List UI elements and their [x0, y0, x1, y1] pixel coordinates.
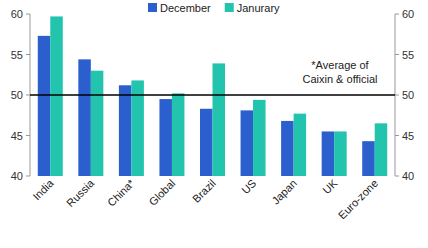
y-tick-label: 55 — [11, 49, 23, 61]
y2-tick-label: 60 — [402, 8, 414, 20]
x-tick-label: US — [239, 177, 258, 196]
y2-tick-label: 45 — [402, 130, 414, 142]
legend-swatch — [225, 3, 234, 12]
legend-label: December — [160, 2, 211, 14]
x-tick-label: Global — [146, 177, 177, 208]
bar — [253, 100, 265, 176]
y-tick-label: 60 — [11, 8, 23, 20]
y-tick-label: 45 — [11, 130, 23, 142]
bar — [159, 99, 172, 176]
chart-svg: 40 40 45 45 50 50 55 55 60 60 India RussiaChina* Glo… — [0, 0, 428, 248]
y-tick — [26, 14, 30, 15]
bar — [334, 131, 347, 176]
annotation-line: Caixin & official — [303, 73, 378, 85]
y2-tick-label: 50 — [402, 89, 414, 101]
bar — [375, 123, 388, 176]
bar — [119, 85, 132, 176]
x-tick-label: Russia — [64, 176, 97, 209]
y-tick — [26, 176, 30, 177]
reference-line — [30, 94, 395, 95]
x-tick-label: China* — [105, 176, 137, 208]
y-tick-label: 40 — [11, 170, 23, 182]
x-tick-label: UK — [320, 176, 340, 196]
y2-tick-label: 55 — [402, 49, 414, 61]
bar — [50, 16, 63, 176]
legend-label: Janurary — [237, 2, 280, 14]
bar — [294, 114, 307, 176]
y-tick — [26, 54, 30, 55]
y-tick-label: 50 — [11, 89, 23, 101]
y2-tick — [395, 176, 399, 177]
bar — [362, 141, 375, 176]
y2-tick — [395, 135, 399, 136]
bars — [38, 16, 387, 176]
y-tick — [26, 95, 30, 96]
x-tick-label: Brazil — [190, 177, 218, 205]
legend-swatch — [148, 3, 157, 12]
annotation-line: *Average of — [311, 59, 369, 71]
bar — [172, 93, 185, 176]
y2-tick — [395, 14, 399, 15]
bar — [78, 59, 91, 176]
bar — [241, 110, 254, 176]
chart-container: 40 40 45 45 50 50 55 55 60 60 India RussiaChina* Glo… — [0, 0, 428, 248]
bar — [200, 109, 213, 176]
y2-tick-label: 40 — [402, 170, 414, 182]
bar — [322, 131, 335, 176]
y-tick — [26, 135, 30, 136]
annotation: *Average of Caixin & official — [303, 59, 378, 85]
x-tick-label: India — [30, 176, 56, 202]
y2-tick — [395, 95, 399, 96]
bar — [91, 71, 104, 176]
x-tick-label: Japan — [269, 177, 299, 207]
y2-tick — [395, 54, 399, 55]
bar — [213, 63, 226, 176]
bar — [38, 36, 51, 176]
x-tick-label: Euro-zone — [336, 177, 380, 221]
bar — [281, 121, 294, 176]
